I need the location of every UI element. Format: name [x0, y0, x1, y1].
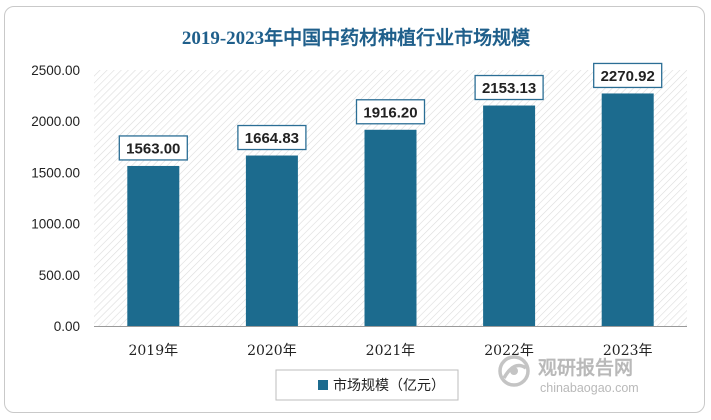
x-tick-label: 2021年: [366, 343, 416, 359]
data-label-box: [237, 124, 307, 151]
data-label-box: [474, 74, 544, 101]
bar: [601, 93, 654, 326]
data-label-box: [593, 62, 663, 89]
bar: [364, 129, 417, 326]
watermark-name: 观研报告网: [538, 356, 633, 379]
y-tick-label: 0.00: [54, 319, 80, 334]
data-label: 1664.83: [245, 130, 299, 147]
watermark: 观研报告网 chinabaogao.com: [498, 355, 639, 395]
x-tick-label: 2019年: [128, 343, 178, 359]
y-tick-label: 2000.00: [31, 114, 80, 129]
circle-swirl-logo-icon: [498, 355, 530, 387]
y-tick-label: 2500.00: [31, 63, 80, 78]
x-axis: 2019年 2020年 2021年 2022年 2023年: [128, 343, 652, 359]
bar-series: 1563.00 1664.83 1916.20 2153.13 2270.92: [118, 62, 663, 326]
y-axis: 0.00 500.00 1000.00 1500.00 2000.00 2500.00: [31, 63, 80, 334]
x-tick-label: 2020年: [247, 343, 297, 359]
y-tick-label: 1000.00: [31, 217, 80, 232]
data-label: 1563.00: [126, 140, 180, 157]
legend: 市场规模（亿元）: [275, 369, 459, 401]
legend-label: 市场规模（亿元）: [333, 377, 445, 394]
data-label: 2270.92: [601, 68, 655, 85]
bar: [483, 105, 536, 326]
data-label: 2153.13: [482, 80, 536, 97]
x-tick-label: 2023年: [603, 343, 653, 359]
y-tick-label: 1500.00: [31, 165, 80, 180]
data-label: 1916.20: [363, 104, 417, 121]
legend-box: [275, 369, 459, 401]
legend-swatch: [318, 380, 328, 390]
data-label-box: [355, 99, 426, 125]
chart-title: 2019-2023年中国中药材种植行业市场规模: [182, 26, 531, 49]
bar: [127, 165, 180, 326]
x-tick-label: 2022年: [484, 343, 534, 359]
y-tick-label: 500.00: [39, 268, 80, 283]
watermark-url: chinabaogao.com: [540, 381, 639, 395]
data-label-box: [118, 135, 188, 161]
bar: [245, 155, 298, 326]
